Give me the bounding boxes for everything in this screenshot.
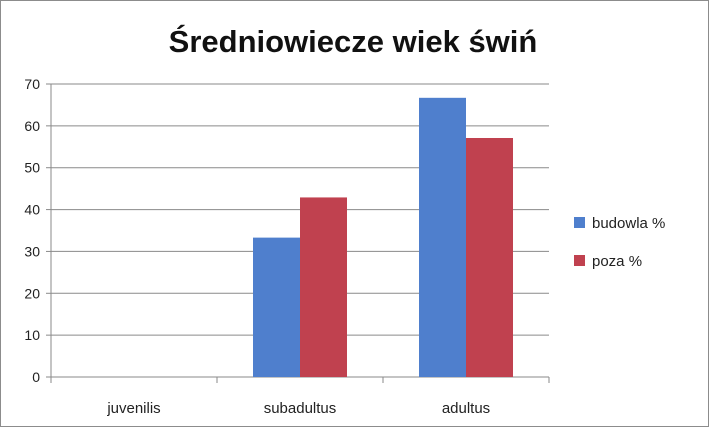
y-tick-label: 50 — [24, 160, 40, 176]
x-tick-label: juvenilis — [106, 400, 160, 417]
bar-subadultus-poza — [300, 197, 347, 377]
bars — [253, 97, 513, 377]
y-tick-label: 30 — [24, 243, 40, 259]
chart-title: Średniowiecze wiek świń — [169, 23, 538, 59]
legend-label: budowla % — [592, 215, 665, 232]
legend-swatch — [574, 217, 585, 228]
bar-adultus-poza — [466, 137, 513, 377]
y-tick-label: 0 — [32, 369, 40, 385]
y-tick-label: 60 — [24, 118, 40, 134]
x-tick-label: adultus — [442, 400, 490, 417]
bar-subadultus-budowla — [253, 237, 300, 377]
bar-adultus-budowla — [419, 97, 466, 377]
y-tick-label: 40 — [24, 202, 40, 218]
y-tick-label: 10 — [24, 327, 40, 343]
legend-swatch — [574, 255, 585, 266]
x-tick-label: subadultus — [264, 400, 337, 417]
y-tick-label: 20 — [24, 285, 40, 301]
legend: budowla % poza % — [574, 215, 665, 270]
y-tick-label: 70 — [24, 76, 40, 92]
legend-label: poza % — [592, 253, 642, 270]
